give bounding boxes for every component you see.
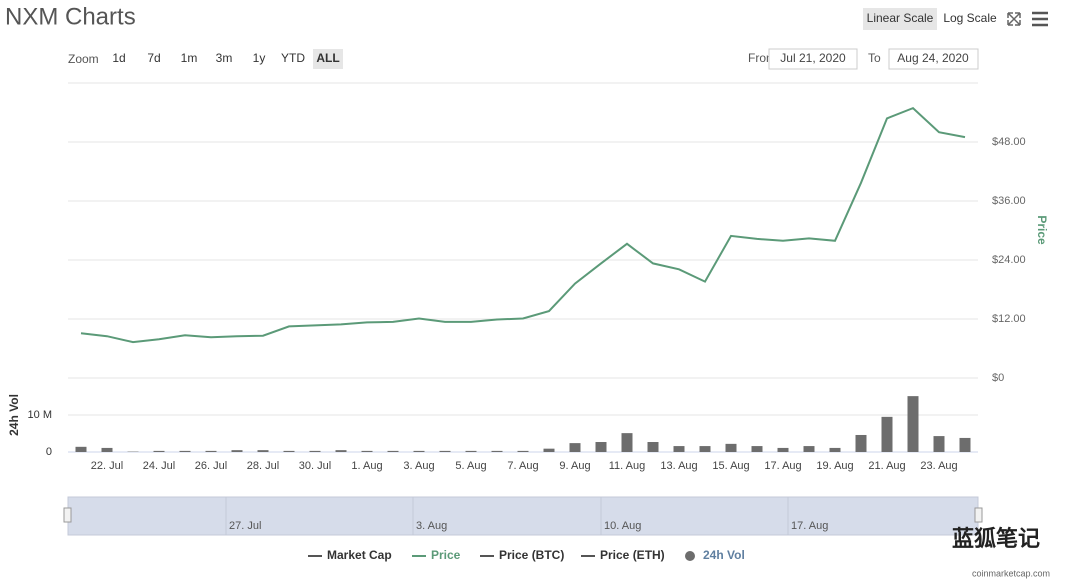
navigator-handle[interactable]	[974, 507, 983, 523]
linear-scale-button-bg	[863, 8, 937, 30]
watermark: 蓝狐笔记	[952, 526, 1040, 551]
linear-scale-button[interactable]: Linear Scale	[867, 11, 934, 25]
x-tick-label: 7. Aug	[507, 460, 538, 472]
zoom-label: Zoom	[68, 52, 99, 66]
credit: coinmarketcap.com	[972, 568, 1050, 578]
zoom-button[interactable]: ALL	[316, 51, 339, 65]
from-input[interactable]	[768, 48, 858, 70]
y-tick-label: $36.00	[992, 195, 1026, 207]
volume-bar	[829, 447, 841, 452]
y-tick-label: 10 M	[28, 409, 52, 421]
volume-bar	[543, 448, 555, 452]
menu-icon[interactable]	[1032, 11, 1048, 27]
y-axis-title: 24h Vol	[7, 394, 21, 436]
x-tick-label: 13. Aug	[660, 460, 697, 472]
zoom-button[interactable]: 3m	[216, 51, 233, 65]
y-tick-label: $48.00	[992, 136, 1026, 148]
log-scale-button[interactable]: Log Scale	[943, 11, 997, 25]
volume-bar	[907, 396, 919, 452]
volume-bar	[283, 450, 295, 452]
volume-bar	[647, 442, 659, 452]
to-input[interactable]	[888, 48, 979, 70]
volume-bar	[309, 450, 321, 452]
volume-bar	[959, 437, 971, 452]
navigator-label: 17. Aug	[791, 520, 828, 532]
volume-bar	[569, 443, 581, 452]
navigator-handle[interactable]	[63, 507, 72, 523]
legend-symbol	[685, 551, 695, 561]
legend-item[interactable]: Price (BTC)	[499, 548, 564, 562]
x-tick-label: 21. Aug	[868, 460, 905, 472]
volume-bar	[621, 433, 633, 452]
volume-bar	[413, 450, 425, 452]
zoom-button[interactable]: 7d	[147, 51, 160, 65]
x-tick-label: 3. Aug	[403, 460, 434, 472]
legend-item[interactable]: Price	[431, 548, 461, 562]
zoom-button[interactable]: YTD	[281, 51, 305, 65]
volume-bar	[387, 450, 399, 452]
y-tick-label: $24.00	[992, 254, 1026, 266]
navigator-label: 10. Aug	[604, 520, 641, 532]
x-tick-label: 17. Aug	[764, 460, 801, 472]
to-value: Aug 24, 2020	[897, 51, 969, 65]
legend-item[interactable]: Price (ETH)	[600, 548, 665, 562]
price-line	[80, 106, 966, 344]
navigator[interactable]	[67, 496, 979, 536]
y-tick-label: 0	[46, 446, 52, 458]
zoom-button[interactable]: 1d	[112, 51, 125, 65]
x-tick-label: 1. Aug	[351, 460, 382, 472]
volume-bar	[673, 446, 685, 452]
volume-bar	[803, 446, 815, 452]
volume-bar	[725, 443, 737, 452]
zoom-button[interactable]: 1y	[253, 51, 266, 65]
volume-bar	[595, 442, 607, 452]
volume-bar	[205, 450, 217, 452]
volume-bar	[777, 447, 789, 452]
volume-bar	[335, 450, 347, 452]
volume-bar	[491, 450, 503, 452]
x-tick-label: 22. Jul	[91, 460, 123, 472]
from-value: Jul 21, 2020	[780, 51, 846, 65]
zoom-button-bg	[313, 49, 343, 69]
x-tick-label: 24. Jul	[143, 460, 175, 472]
fullscreen-icon[interactable]	[1007, 12, 1021, 26]
volume-bar	[699, 446, 711, 452]
volume-bar	[439, 450, 451, 452]
navigator-label: 3. Aug	[416, 520, 447, 532]
volume-bar	[231, 450, 243, 452]
legend-item[interactable]: 24h Vol	[703, 548, 745, 562]
navigator-label: 27. Jul	[229, 520, 261, 532]
volume-bar	[933, 436, 945, 452]
zoom-button[interactable]: 1m	[181, 51, 198, 65]
volume-bar	[751, 446, 763, 452]
volume-bar	[257, 450, 269, 452]
volume-bar	[855, 434, 867, 452]
x-tick-label: 9. Aug	[559, 460, 590, 472]
volume-bar	[361, 450, 373, 452]
volume-bar	[465, 450, 477, 452]
x-tick-label: 26. Jul	[195, 460, 227, 472]
volume-bar	[179, 450, 191, 452]
x-tick-label: 30. Jul	[299, 460, 331, 472]
volume-bar	[881, 416, 893, 452]
chart-title: NXM Charts	[5, 3, 136, 30]
x-tick-label: 23. Aug	[920, 460, 957, 472]
x-tick-label: 15. Aug	[712, 460, 749, 472]
x-tick-label: 19. Aug	[816, 460, 853, 472]
x-tick-label: 11. Aug	[609, 460, 646, 472]
y-axis-title: Price	[1035, 215, 1049, 245]
volume-bar	[75, 446, 87, 452]
legend-item[interactable]: Market Cap	[327, 548, 392, 562]
volume-bar	[517, 450, 529, 452]
volume-bar	[101, 447, 113, 452]
y-tick-label: $0	[992, 372, 1004, 384]
y-tick-label: $12.00	[992, 313, 1026, 325]
volume-bar	[153, 450, 165, 452]
x-tick-label: 28. Jul	[247, 460, 279, 472]
to-label: To	[868, 51, 881, 65]
x-tick-label: 5. Aug	[455, 460, 486, 472]
